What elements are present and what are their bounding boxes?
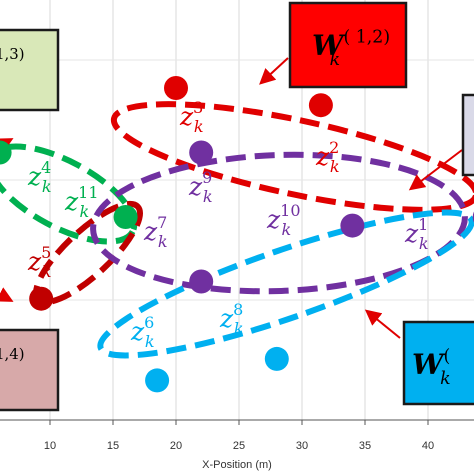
data-point-z-k-8 <box>264 346 289 371</box>
x-tick-label: 30 <box>296 440 308 452</box>
annotation-box-frame <box>461 93 474 177</box>
point-label-z-k-5: z5 k <box>27 243 52 281</box>
point-label-z-k-9: z9 k <box>188 168 213 206</box>
point-label-z-k-10: z10 k <box>266 201 301 239</box>
annotation-box-0: W( 1,2) k <box>288 1 408 89</box>
x-tick-label: 20 <box>170 440 182 452</box>
point-label-z-k-8: z8 k <box>219 300 244 338</box>
point-labels: z1 k z2 k z3 k z4 k z5 k z6 k z7 k z8 k z9 k z10 k z11 k <box>27 98 429 351</box>
data-point-z-k-11 <box>113 205 138 229</box>
annotation-box-3: W(k <box>402 320 474 406</box>
point-label-z-k-3: z3 k <box>179 98 204 136</box>
annotation-boxes: W( 1,2)k 1,3)k 1,4)k W(k <box>0 1 474 412</box>
annotation-arrow-0 <box>259 57 289 85</box>
data-points <box>0 76 474 393</box>
data-point-z-k-5 <box>29 286 54 311</box>
annotation-box-frame <box>288 1 408 89</box>
cluster-ellipse-blue <box>97 209 474 359</box>
annotation-box-frame <box>402 320 474 406</box>
annotation-box-frame <box>0 328 60 412</box>
x-tick-label: 25 <box>233 440 245 452</box>
cluster-ellipse-green <box>0 143 138 245</box>
annotation-box-1: 1,3)k <box>0 28 60 112</box>
annotation-box-label: 1,3)k <box>0 45 25 82</box>
data-point-z-k-7 <box>189 269 214 294</box>
annotation-arrow-4 <box>0 287 14 302</box>
point-label-z-k-1: z1 k <box>404 215 429 253</box>
data-point-z-k-3 <box>164 76 188 100</box>
cluster-ellipses <box>0 101 474 359</box>
point-label-z-k-4: z4 k <box>27 158 52 196</box>
point-label-z-k-11: z11 k <box>64 183 99 221</box>
x-tick-label: 40 <box>422 440 434 452</box>
x-axis-label: X-Position (m) <box>202 459 272 471</box>
data-point-z-k-4 <box>0 140 12 165</box>
annotation-box-label: W( 1,2) k <box>312 27 390 69</box>
annotation-box-label: 1,4)k <box>0 345 25 382</box>
annotation-box-frame <box>0 28 60 112</box>
cluster-ellipse-red-top <box>110 101 474 213</box>
x-tick-label: 15 <box>107 440 119 452</box>
annotation-box-label: W(k <box>412 346 451 388</box>
data-point-z-k-9 <box>189 140 214 165</box>
data-point-z-k-2 <box>308 93 333 118</box>
x-axis: 1015202530354045 <box>0 419 474 452</box>
annotation-box-2: 1,4)k <box>0 328 60 412</box>
data-point-z-k-6 <box>145 368 170 393</box>
annotation-arrow-1 <box>408 149 463 191</box>
annotation-box-4 <box>461 93 474 177</box>
cluster-ellipse-purple <box>90 151 468 295</box>
point-label-z-k-6: z6 k <box>130 313 155 351</box>
x-tick-label: 35 <box>359 440 371 452</box>
point-label-z-k-2: z2 k <box>315 138 340 176</box>
point-label-z-k-7: z7 k <box>143 213 168 251</box>
data-point-z-k-10 <box>340 213 365 238</box>
annotation-arrow-2 <box>364 309 401 339</box>
x-tick-label: 10 <box>44 440 56 452</box>
